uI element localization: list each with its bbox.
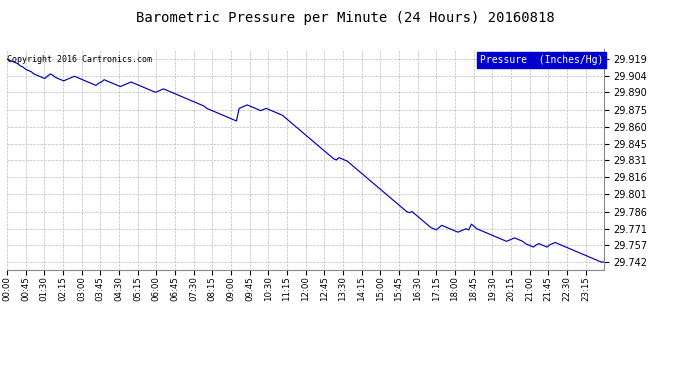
Text: Barometric Pressure per Minute (24 Hours) 20160818: Barometric Pressure per Minute (24 Hours…	[136, 11, 554, 25]
Text: Pressure  (Inches/Hg): Pressure (Inches/Hg)	[480, 56, 603, 65]
Text: Copyright 2016 Cartronics.com: Copyright 2016 Cartronics.com	[8, 56, 152, 64]
